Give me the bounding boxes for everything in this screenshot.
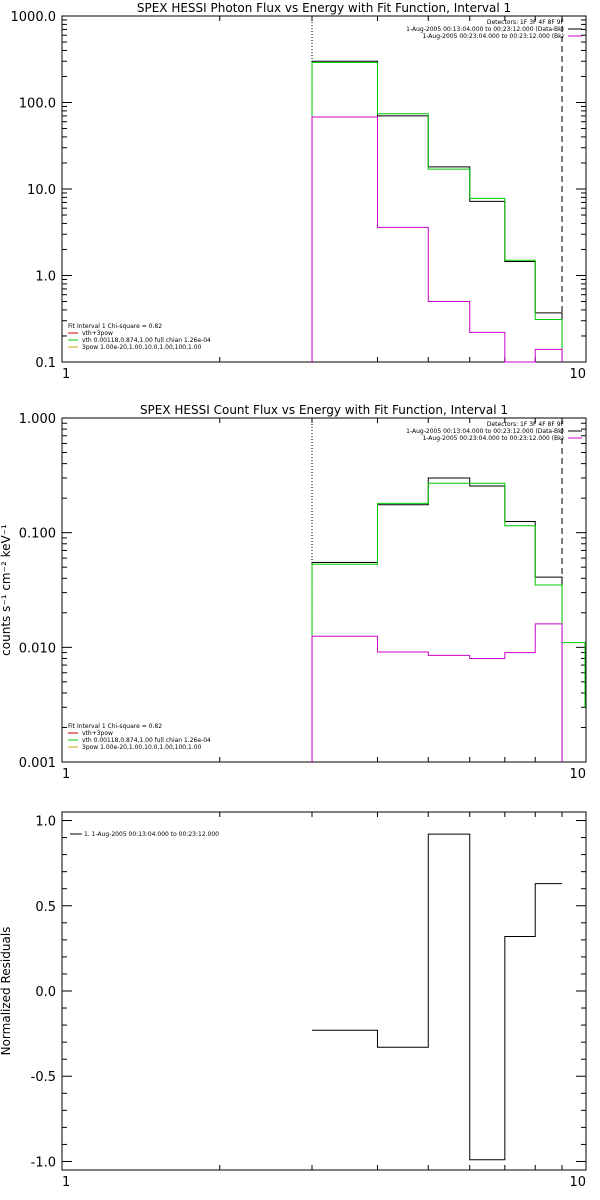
legend-bottom-item: vth 0.00118,0.874,1.00 full chian 1.26e-… [82, 737, 211, 744]
x-tick-label: 10 [569, 1175, 586, 1190]
panel-3: 1 10 -1.0 -0.5 0.0 0.5 1.0 Normalized Residuals… [0, 811, 587, 1190]
series-background [311, 116, 563, 363]
legend-bottom-item: Fit Interval 1 Chi-square = 0.82 [68, 323, 162, 330]
y-tick-label: 1.0 [35, 815, 56, 830]
legend-top-item: Detectors: 1F 3F 4F 8F 9F [487, 19, 565, 26]
series-data [311, 477, 563, 762]
y-tick-label: 0.001 [19, 756, 56, 771]
chart-title: SPEX HESSI Count Flux vs Energy with Fit… [140, 403, 508, 417]
panel-2: SPEX HESSI Count Flux vs Energy with Fit… [0, 403, 587, 782]
legend-top-item: 1-Aug-2005 00:13:04.000 to 00:23:12.000 … [406, 26, 564, 33]
legend-item: 1. 1-Aug-2005 00:13:04.000 to 00:23:12.0… [84, 831, 219, 838]
y-tick-label: 100.0 [19, 97, 56, 112]
legend-bottom-item: 3pow 1.00e-20,1.00,10.0,1.00,100,1.00 [82, 344, 202, 351]
y-tick-label: -0.5 [31, 1070, 56, 1085]
series-background [311, 623, 563, 762]
legend-bottom-item: 3pow 1.00e-20,1.00,10.0,1.00,100,1.00 [82, 744, 202, 751]
legend-bottom-item: Fit Interval 1 Chi-square = 0.82 [68, 723, 162, 730]
y-tick-label: 1000.0 [11, 10, 57, 25]
series-1-1-aug-2005-00-13-04-000-to-00-23-12-000 [312, 833, 563, 1161]
y-tick-label: 0.1 [35, 356, 56, 371]
x-tick-label: 10 [569, 767, 586, 782]
series-extra-bin [562, 642, 586, 708]
x-tick-label: 10 [569, 367, 586, 382]
plot-frame [61, 811, 587, 1171]
y-tick-label: 0.0 [35, 985, 56, 1000]
y-tick-label: 0.100 [19, 527, 56, 542]
x-tick-label: 1 [62, 367, 70, 382]
legend-bottom-item: vth+3pow [82, 730, 113, 737]
series-data [311, 60, 563, 362]
legend-bottom-item: vth+3pow [82, 330, 113, 337]
y-axis-label: Normalized Residuals [0, 927, 13, 1056]
legend-bottom-item: vth 0.00118,0.874,1.00 full chian 1.26e-… [82, 337, 211, 344]
y-tick-label: 1.000 [19, 412, 56, 427]
legend-top-item: 1-Aug-2005 00:23:04.000 to 00:23:12.000 … [422, 435, 564, 442]
series-vth-3pow [311, 482, 563, 762]
y-axis-label: counts s⁻¹ cm⁻² keV⁻¹ [0, 524, 13, 656]
x-tick-label: 1 [62, 767, 70, 782]
plot-frame [61, 15, 587, 363]
chart-title: SPEX HESSI Photon Flux vs Energy with Fi… [137, 1, 511, 15]
x-tick-label: 1 [62, 1175, 70, 1190]
series-vth-3pow [311, 62, 563, 362]
plot-frame [61, 417, 587, 763]
panel-1: SPEX HESSI Photon Flux vs Energy with Fi… [11, 1, 587, 382]
y-tick-label: 0.010 [19, 641, 56, 656]
y-tick-label: 0.5 [35, 900, 56, 915]
y-tick-label: -1.0 [31, 1155, 56, 1170]
legend-top-item: Detectors: 1F 3F 4F 8F 9F [487, 421, 565, 428]
legend-top-item: 1-Aug-2005 00:13:04.000 to 00:23:12.000 … [406, 428, 564, 435]
y-tick-label: 10.0 [27, 183, 56, 198]
legend-top-item: 1-Aug-2005 00:23:04.000 to 00:23:12.000 … [422, 33, 564, 40]
y-tick-label: 1.0 [35, 270, 56, 285]
